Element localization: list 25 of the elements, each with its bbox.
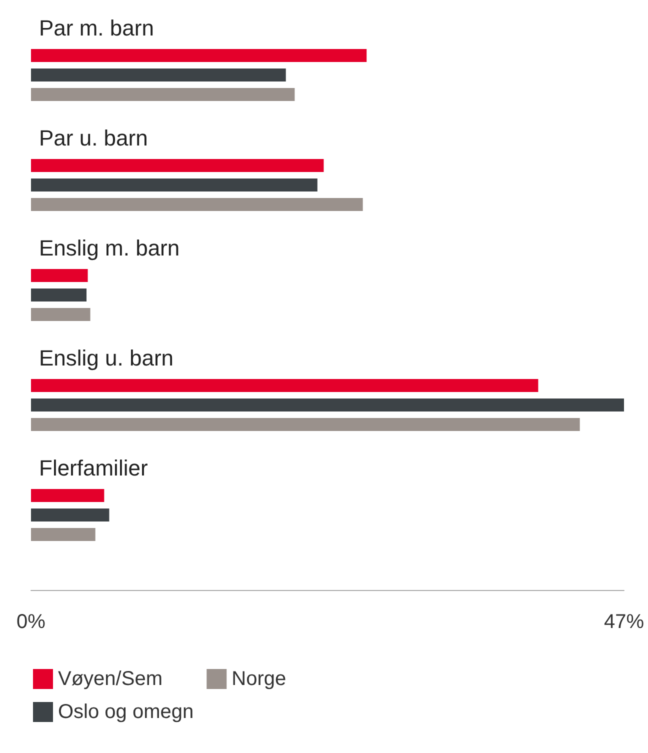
bar xyxy=(31,379,538,392)
bar xyxy=(31,49,367,62)
y-tick-label: Enslig u. barn xyxy=(39,346,174,370)
legend-label: Oslo og omegn xyxy=(58,701,194,723)
bar xyxy=(31,308,90,321)
legend-label: Norge xyxy=(232,668,286,690)
bar xyxy=(31,489,104,502)
bar xyxy=(31,88,295,101)
bar xyxy=(31,398,624,412)
bar xyxy=(31,159,324,172)
bar xyxy=(31,178,318,192)
y-tick-label: Enslig m. barn xyxy=(39,236,180,260)
y-tick-label: Par m. barn xyxy=(39,16,154,40)
bar xyxy=(31,508,110,522)
bar xyxy=(31,528,96,541)
y-tick-label: Flerfamilier xyxy=(39,456,148,480)
bar xyxy=(31,288,87,302)
x-tick-label: 0% xyxy=(16,611,46,633)
y-tick-label: Par u. barn xyxy=(39,126,148,150)
legend-label: Vøyen/Sem xyxy=(58,668,162,690)
bar xyxy=(31,418,580,431)
bar xyxy=(31,68,286,82)
x-tick-label: 47% xyxy=(604,611,644,633)
bar xyxy=(31,198,363,211)
bar xyxy=(31,269,88,282)
